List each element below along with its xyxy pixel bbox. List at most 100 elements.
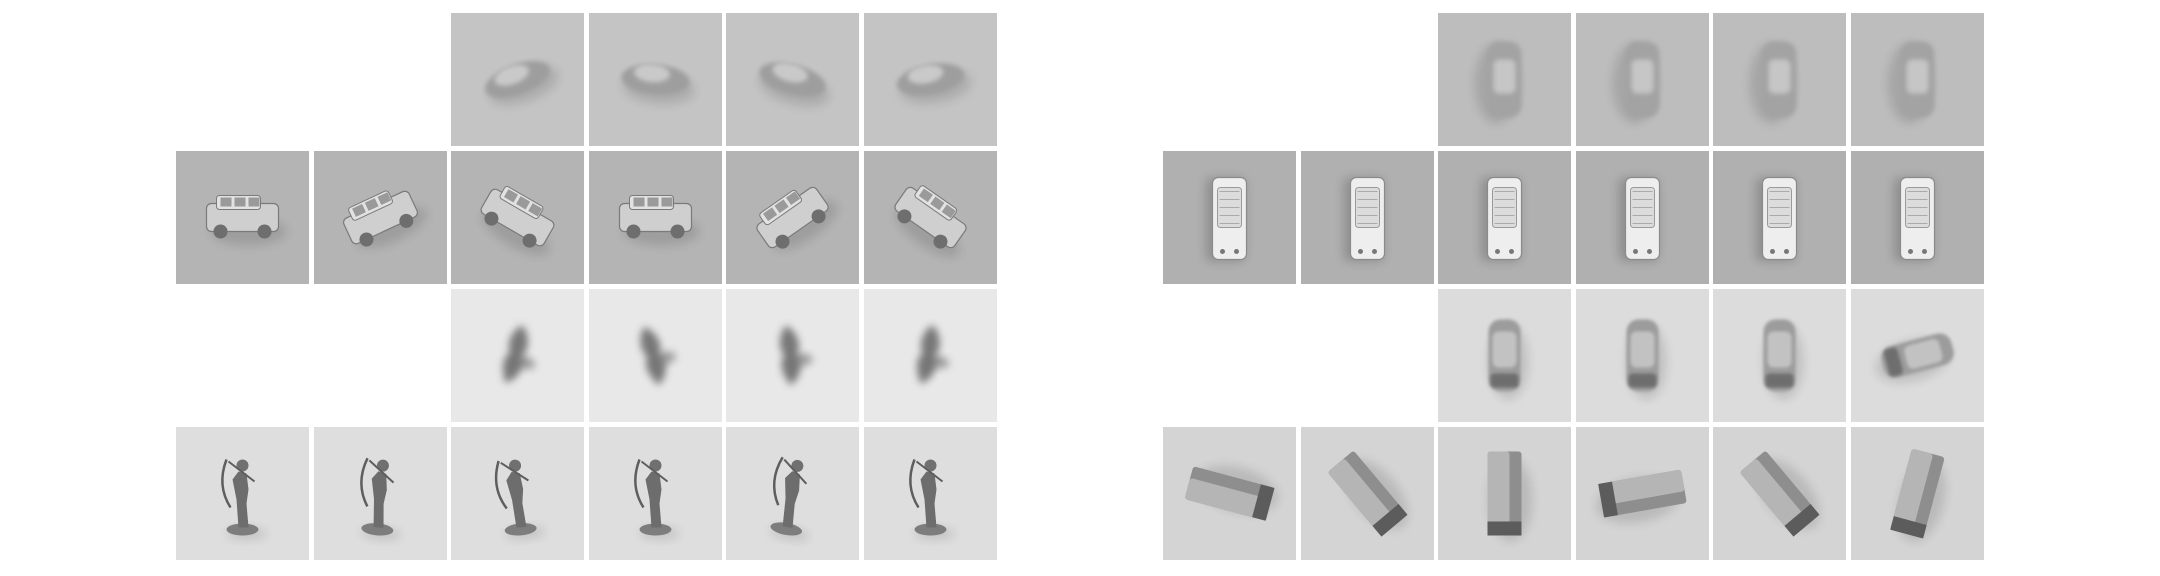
predicted-image-cell	[1438, 13, 1571, 146]
car-rotating-image	[1850, 289, 1984, 422]
predicted-image-cell	[863, 289, 997, 422]
object-p1-r3-c4	[1740, 451, 1820, 537]
object-p1-r1-c5	[1893, 176, 1935, 262]
car-image	[726, 13, 859, 146]
real-image-cell	[726, 427, 859, 560]
object-p0-r3-c5	[908, 459, 954, 540]
real-image-cell	[1300, 427, 1434, 560]
real-image-cell	[1300, 151, 1434, 284]
object-p1-r1-c4	[1755, 176, 1798, 262]
predicted-image-cell	[588, 13, 722, 146]
object-p1-r3-c2	[1487, 451, 1533, 542]
predicted-image-cell	[726, 13, 859, 146]
object-p0-r3-c3	[633, 459, 679, 540]
figurine-blur-image	[451, 289, 584, 422]
suv-image	[451, 151, 584, 284]
figurine-blur-image	[588, 289, 722, 422]
object-p1-r1-c2	[1480, 176, 1523, 262]
object-p0-r0-c3	[896, 63, 971, 104]
predicted-image-cell	[588, 289, 722, 422]
object-p0-r2-c3	[916, 324, 949, 384]
suv-topdown-image	[1575, 151, 1709, 284]
car-topdown-image	[1850, 13, 1984, 146]
real-image-cell	[1850, 151, 1984, 284]
real-image-cell	[451, 151, 584, 284]
predicted-image-cell	[1850, 289, 1984, 422]
real-image-cell	[176, 427, 309, 560]
left-panel	[176, 13, 998, 563]
predicted-image-cell	[451, 289, 584, 422]
predicted-image-cell	[1575, 289, 1709, 422]
object-p0-r0-c1	[621, 64, 695, 105]
object-p0-r1-c2	[480, 186, 555, 256]
figurine-blur-image	[726, 289, 859, 422]
real-image-cell	[863, 151, 997, 284]
object-p0-r0-c0	[485, 61, 559, 106]
real-image-cell	[863, 427, 997, 560]
object-p0-r2-c1	[640, 326, 676, 386]
predicted-image-cell	[451, 13, 584, 146]
figurine-blur-image	[863, 289, 997, 422]
object-p1-r0-c3	[1887, 41, 1934, 124]
real-image-cell	[726, 151, 859, 284]
object-p0-r3-c0	[221, 459, 267, 540]
predicted-image-cell	[1850, 13, 1984, 146]
suv-image	[588, 151, 722, 284]
object-p1-r2-c0	[1488, 319, 1529, 400]
object-p0-r2-c2	[780, 325, 813, 386]
object-p0-r0-c2	[759, 62, 830, 107]
object-p1-r1-c1	[1343, 176, 1385, 262]
suv-topdown-image	[1713, 151, 1846, 284]
object-p1-r0-c0	[1474, 41, 1522, 124]
real-image-cell	[1850, 427, 1984, 560]
predicted-image-cell	[726, 289, 859, 422]
car-image	[588, 13, 722, 146]
real-image-cell	[588, 151, 722, 284]
suv-topdown-image	[1850, 151, 1984, 284]
car-rotating-image	[1713, 289, 1846, 422]
suv-topdown-image	[1438, 151, 1571, 284]
car-topdown-image	[1575, 13, 1709, 146]
real-image-cell	[1713, 427, 1846, 560]
object-p0-r1-c4	[756, 186, 838, 251]
object-p1-r1-c3	[1618, 176, 1660, 262]
suv-topdown-image	[1163, 151, 1296, 284]
suv-topdown-image	[1300, 151, 1434, 284]
object-p0-r3-c2	[494, 459, 545, 540]
real-image-cell	[1163, 427, 1296, 560]
car-image	[451, 13, 584, 146]
object-p0-r1-c0	[205, 195, 287, 246]
car-image	[863, 13, 997, 146]
real-image-cell	[313, 151, 447, 284]
block-image	[1713, 427, 1846, 560]
object-p1-r3-c0	[1185, 465, 1278, 521]
real-image-cell	[176, 151, 309, 284]
real-image-cell	[1575, 151, 1709, 284]
real-image-cell	[313, 427, 447, 560]
object-p0-r1-c3	[618, 195, 699, 246]
object-p1-r3-c1	[1328, 451, 1408, 537]
object-p0-r1-c1	[342, 190, 427, 249]
archer-figurine-image	[176, 427, 309, 560]
predicted-image-cell	[1438, 289, 1571, 422]
predicted-image-cell	[1575, 13, 1709, 146]
car-topdown-image	[1713, 13, 1846, 146]
archer-figurine-image	[863, 427, 997, 560]
block-image	[1438, 427, 1571, 560]
real-image-cell	[1163, 151, 1296, 284]
real-image-cell	[1575, 427, 1709, 560]
archer-figurine-image	[588, 427, 722, 560]
object-p1-r3-c5	[1889, 449, 1946, 542]
object-p1-r2-c1	[1626, 319, 1666, 400]
real-image-cell	[1713, 151, 1846, 284]
suv-image	[176, 151, 309, 284]
block-image	[1300, 427, 1434, 560]
suv-image	[863, 151, 997, 284]
object-p0-r2-c0	[503, 325, 536, 384]
object-p1-r3-c3	[1595, 469, 1686, 524]
car-topdown-image	[1438, 13, 1571, 146]
real-image-cell	[1438, 151, 1571, 284]
predicted-image-cell	[863, 13, 997, 146]
object-p1-r0-c1	[1612, 41, 1659, 124]
